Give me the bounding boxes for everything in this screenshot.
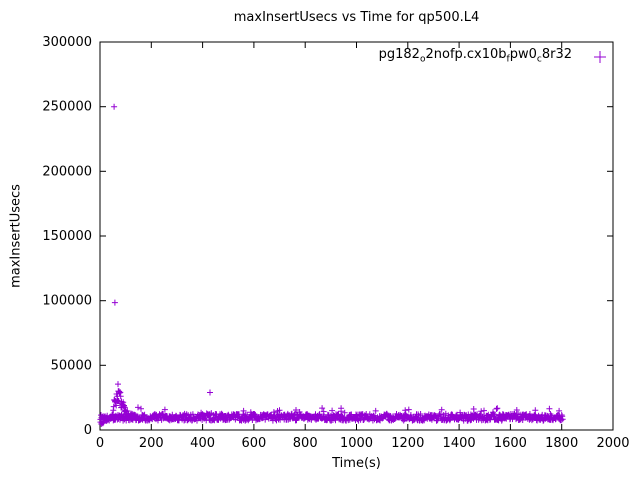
x-tick-label: 200 bbox=[139, 436, 164, 451]
legend-label-text: pw0 bbox=[509, 47, 537, 62]
legend-series-label: pg182o2nofp.cx10bfpw0c8r32 bbox=[378, 47, 572, 65]
legend-label-text: pg182 bbox=[378, 47, 420, 62]
legend-marker-icon bbox=[594, 51, 606, 63]
legend: pg182o2nofp.cx10bfpw0c8r32 bbox=[100, 47, 572, 65]
x-tick-label: 600 bbox=[241, 436, 266, 451]
legend-label-subscript: f bbox=[506, 54, 510, 65]
legend-label-subscript: c bbox=[536, 54, 542, 65]
x-tick-label: 1000 bbox=[340, 436, 373, 451]
legend-label-subscript: o bbox=[419, 54, 426, 65]
y-tick-label: 250000 bbox=[42, 100, 92, 115]
x-tick-label: 1200 bbox=[391, 436, 424, 451]
y-tick-label: 200000 bbox=[42, 164, 92, 179]
y-tick-label: 50000 bbox=[51, 358, 92, 373]
x-tick-label: 1400 bbox=[443, 436, 476, 451]
y-axis-label: maxInsertUsecs bbox=[8, 184, 24, 288]
data-points bbox=[97, 103, 566, 427]
y-tick-label: 150000 bbox=[42, 229, 92, 244]
x-axis-label: Time(s) bbox=[332, 456, 381, 471]
x-tick-label: 1600 bbox=[494, 436, 527, 451]
legend-label-text: 8r32 bbox=[541, 47, 572, 62]
x-tick-label: 2000 bbox=[596, 436, 629, 451]
x-tick-label: 1800 bbox=[545, 436, 578, 451]
x-tick-label: 0 bbox=[96, 436, 104, 451]
axis-frame bbox=[99, 41, 614, 431]
legend-label-text: 2nofp.cx10b bbox=[425, 47, 507, 62]
x-tick-label: 800 bbox=[293, 436, 318, 451]
y-tick-label: 100000 bbox=[42, 294, 92, 309]
chart-title: maxInsertUsecs vs Time for qp500.L4 bbox=[233, 10, 480, 25]
y-tick-label: 300000 bbox=[42, 35, 92, 50]
y-tick-label: 0 bbox=[84, 423, 92, 438]
x-tick-label: 400 bbox=[190, 436, 215, 451]
